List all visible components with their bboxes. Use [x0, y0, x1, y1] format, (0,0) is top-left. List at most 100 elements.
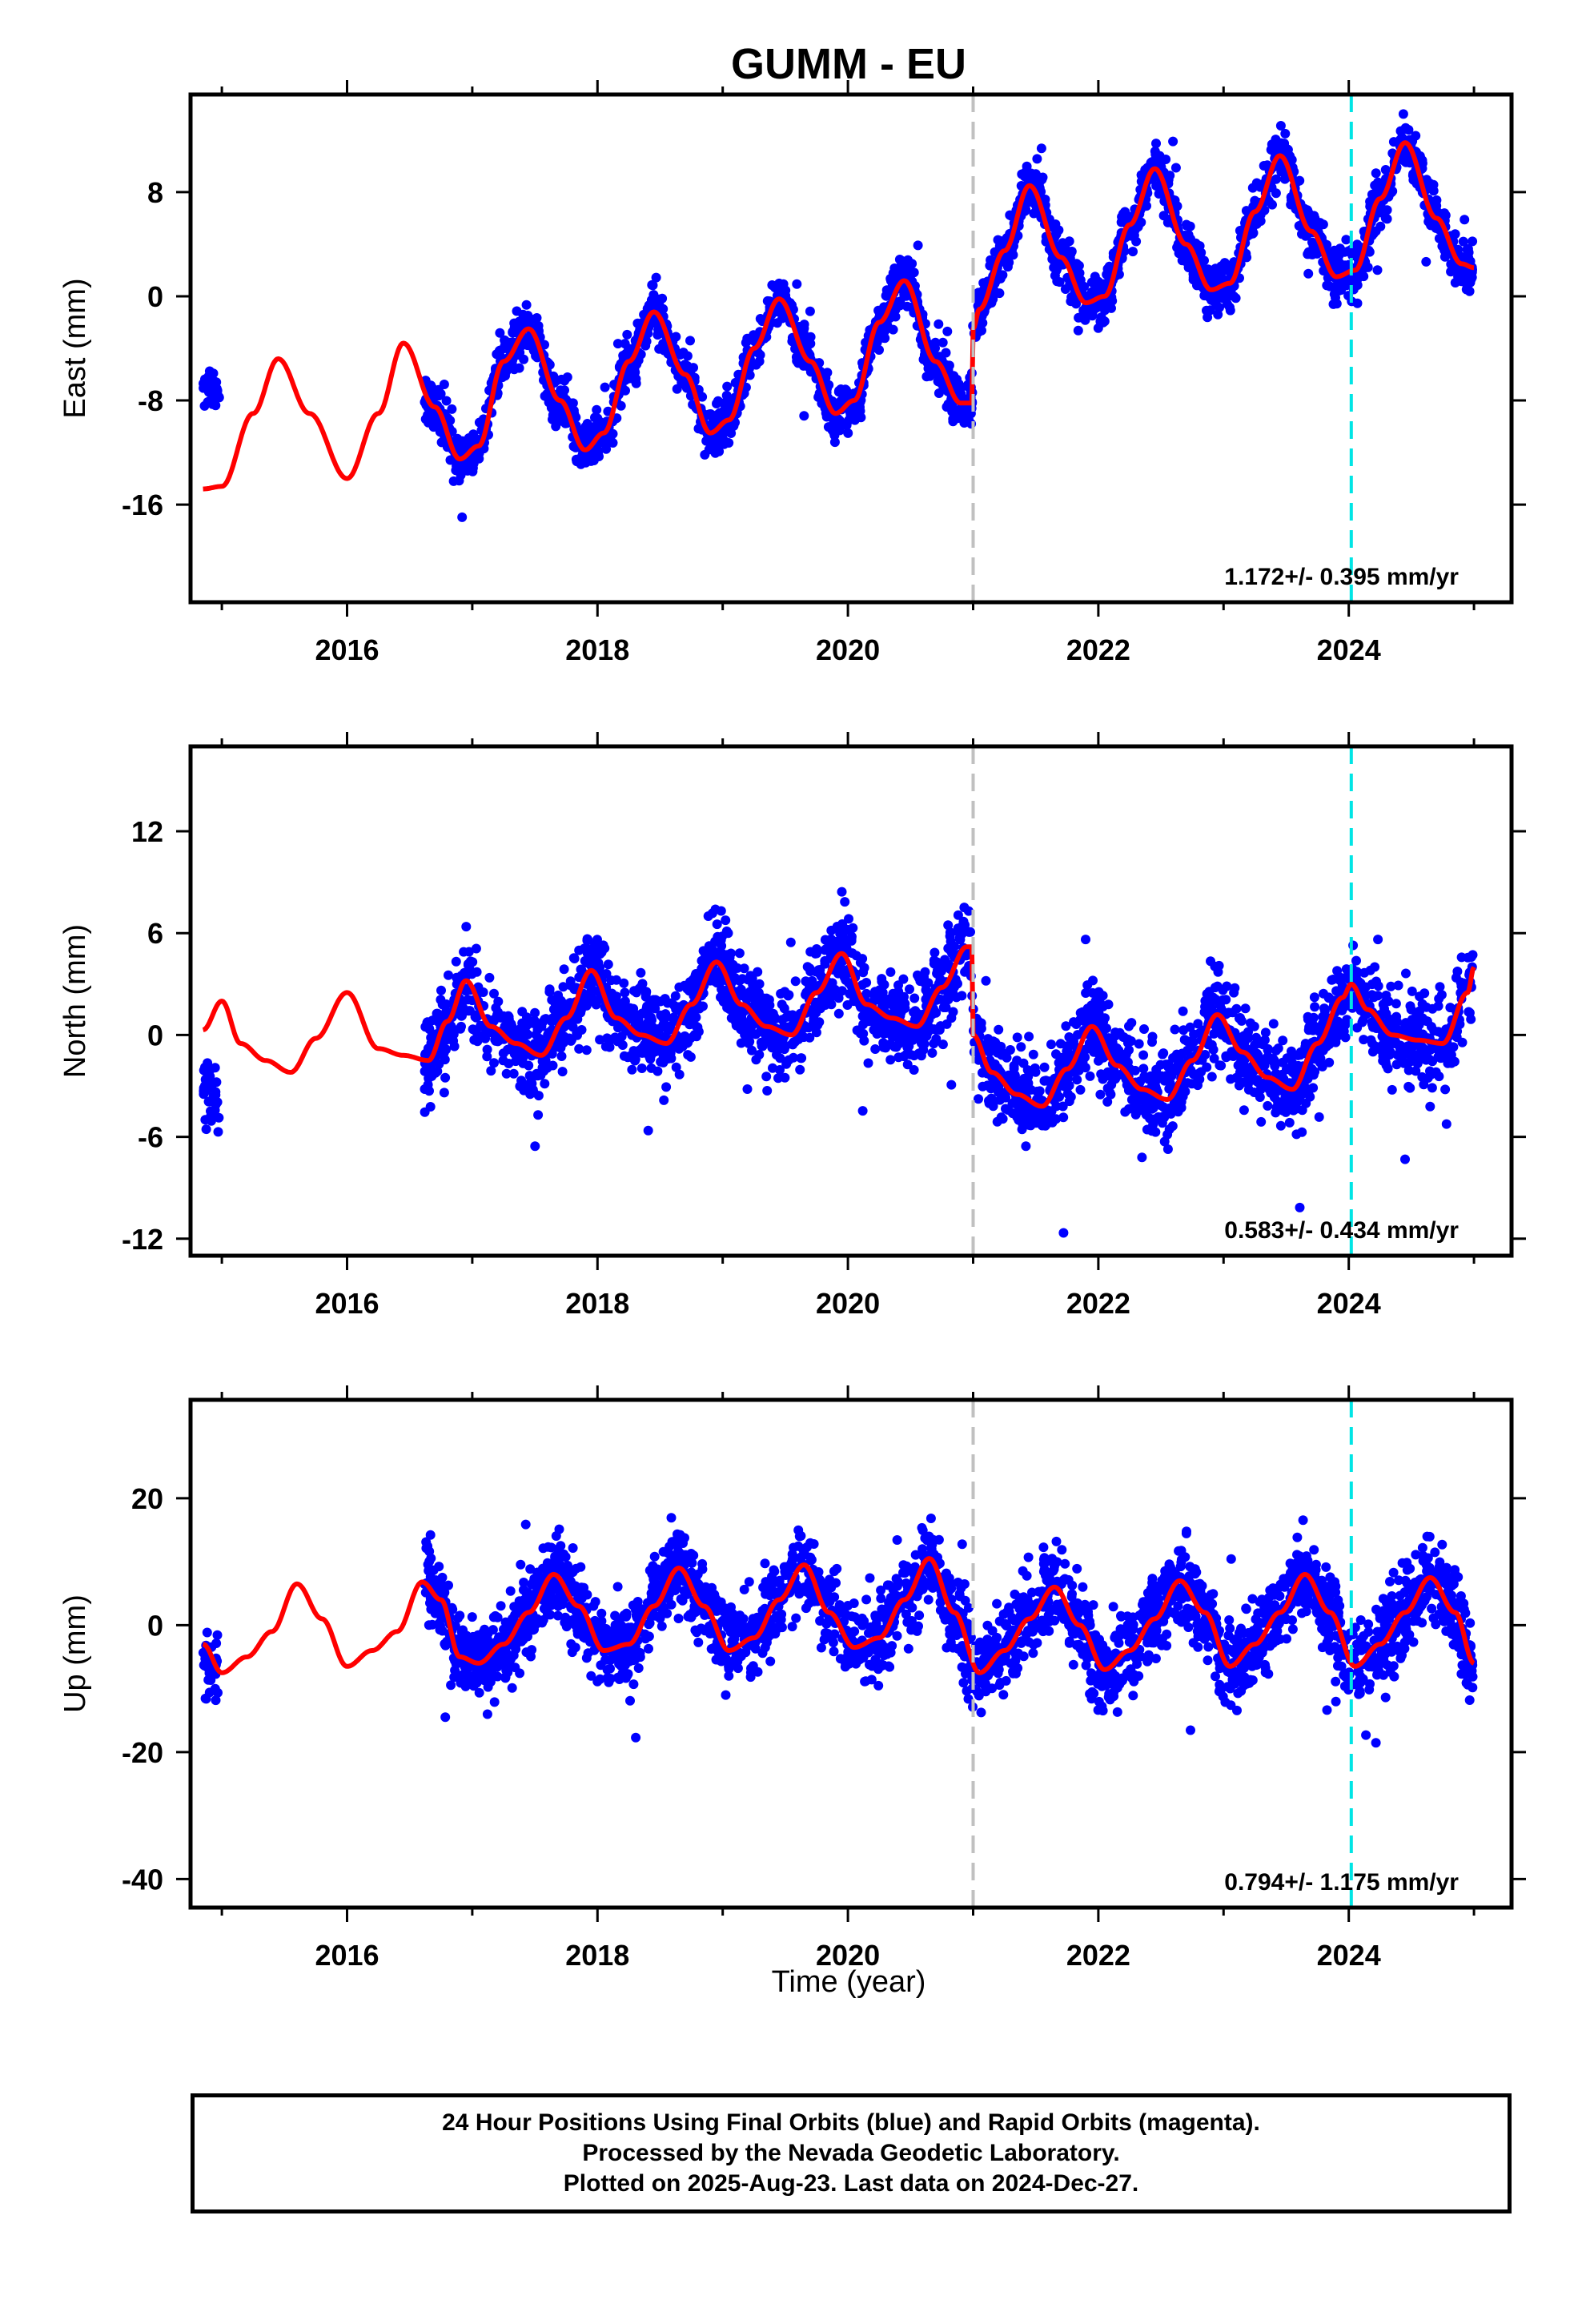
data-point	[1058, 1228, 1069, 1238]
data-point	[1424, 178, 1435, 188]
data-point	[874, 345, 884, 355]
data-point	[675, 350, 685, 360]
data-point	[1039, 1062, 1050, 1072]
data-point	[1170, 1024, 1180, 1035]
data-point	[1373, 935, 1383, 945]
data-point	[557, 1067, 568, 1077]
data-point	[1284, 1117, 1295, 1128]
data-point	[577, 449, 588, 460]
data-point	[775, 1065, 785, 1075]
data-point	[712, 399, 721, 408]
data-point	[484, 972, 495, 983]
data-point	[436, 995, 446, 1005]
y-tick-label: -16	[122, 489, 163, 521]
data-point	[459, 947, 469, 957]
data-point	[1074, 260, 1084, 271]
data-point	[1079, 281, 1090, 292]
data-point	[918, 1045, 929, 1055]
data-point	[1212, 981, 1223, 991]
data-point	[1275, 121, 1286, 131]
y-tick-label: -8	[138, 384, 163, 417]
data-point	[201, 1124, 211, 1135]
data-point	[751, 1055, 761, 1065]
data-point	[1211, 299, 1221, 309]
data-point	[553, 408, 564, 419]
data-point	[1032, 154, 1042, 164]
data-point	[441, 1044, 451, 1055]
data-point	[1417, 999, 1427, 1009]
data-point	[424, 1086, 434, 1096]
data-point	[1050, 224, 1061, 235]
data-point	[854, 406, 865, 416]
data-point	[1021, 1141, 1031, 1152]
data-point	[1259, 161, 1269, 171]
data-point	[898, 974, 909, 984]
data-point	[1126, 1018, 1137, 1028]
data-point	[833, 387, 844, 397]
data-point	[717, 407, 728, 417]
data-point	[424, 1073, 434, 1084]
data-point	[710, 448, 721, 458]
data-point	[1435, 982, 1445, 992]
data-point	[1398, 109, 1408, 119]
data-point	[775, 1053, 785, 1063]
data-point	[636, 1063, 647, 1073]
data-point	[1407, 986, 1417, 996]
data-point	[938, 337, 948, 348]
data-point	[576, 459, 586, 469]
data-point	[893, 987, 904, 996]
data-point	[948, 416, 958, 427]
data-point	[1446, 1058, 1456, 1068]
data-point	[1387, 186, 1398, 196]
data-point	[560, 418, 571, 428]
data-point	[1446, 267, 1456, 277]
data-point	[1128, 247, 1138, 257]
data-point	[641, 336, 652, 347]
data-point	[567, 1035, 576, 1045]
data-point	[495, 328, 505, 338]
x-tick-label: 2020	[816, 633, 880, 666]
y-axis-label: East (mm)	[58, 278, 92, 418]
data-point	[1460, 215, 1470, 225]
data-point	[905, 984, 914, 995]
data-point	[1158, 211, 1169, 221]
data-point	[623, 1052, 633, 1063]
data-point	[762, 296, 773, 306]
data-point	[1341, 280, 1351, 291]
data-point	[1393, 980, 1403, 991]
data-point	[1352, 298, 1363, 308]
data-point	[1225, 302, 1235, 312]
data-point	[795, 1064, 805, 1075]
data-point	[998, 270, 1008, 280]
data-point	[206, 1106, 215, 1116]
data-point	[620, 339, 630, 349]
data-point	[1453, 244, 1464, 255]
data-point	[451, 956, 461, 967]
data-point	[627, 1064, 637, 1075]
data-point	[1051, 265, 1062, 275]
data-point	[1466, 273, 1476, 283]
data-point	[1351, 274, 1361, 284]
data-point	[672, 384, 682, 394]
data-point	[674, 1069, 685, 1080]
y-tick-label: 8	[147, 176, 163, 209]
data-point	[657, 293, 668, 304]
data-point	[648, 280, 658, 291]
data-point	[1078, 305, 1089, 316]
data-point	[444, 970, 453, 980]
data-point	[454, 476, 464, 486]
data-point	[1386, 981, 1396, 991]
data-point	[872, 337, 882, 348]
data-point	[588, 426, 598, 436]
data-point	[439, 1088, 449, 1098]
data-point	[1291, 1129, 1302, 1140]
data-point	[1371, 168, 1381, 179]
data-point	[1322, 239, 1332, 250]
data-point	[659, 1095, 669, 1105]
data-point	[1174, 248, 1184, 259]
data-point	[1025, 1112, 1035, 1123]
data-point	[840, 897, 850, 907]
data-point	[957, 991, 967, 1001]
data-point	[456, 1023, 466, 1034]
model-curve	[202, 140, 1476, 492]
